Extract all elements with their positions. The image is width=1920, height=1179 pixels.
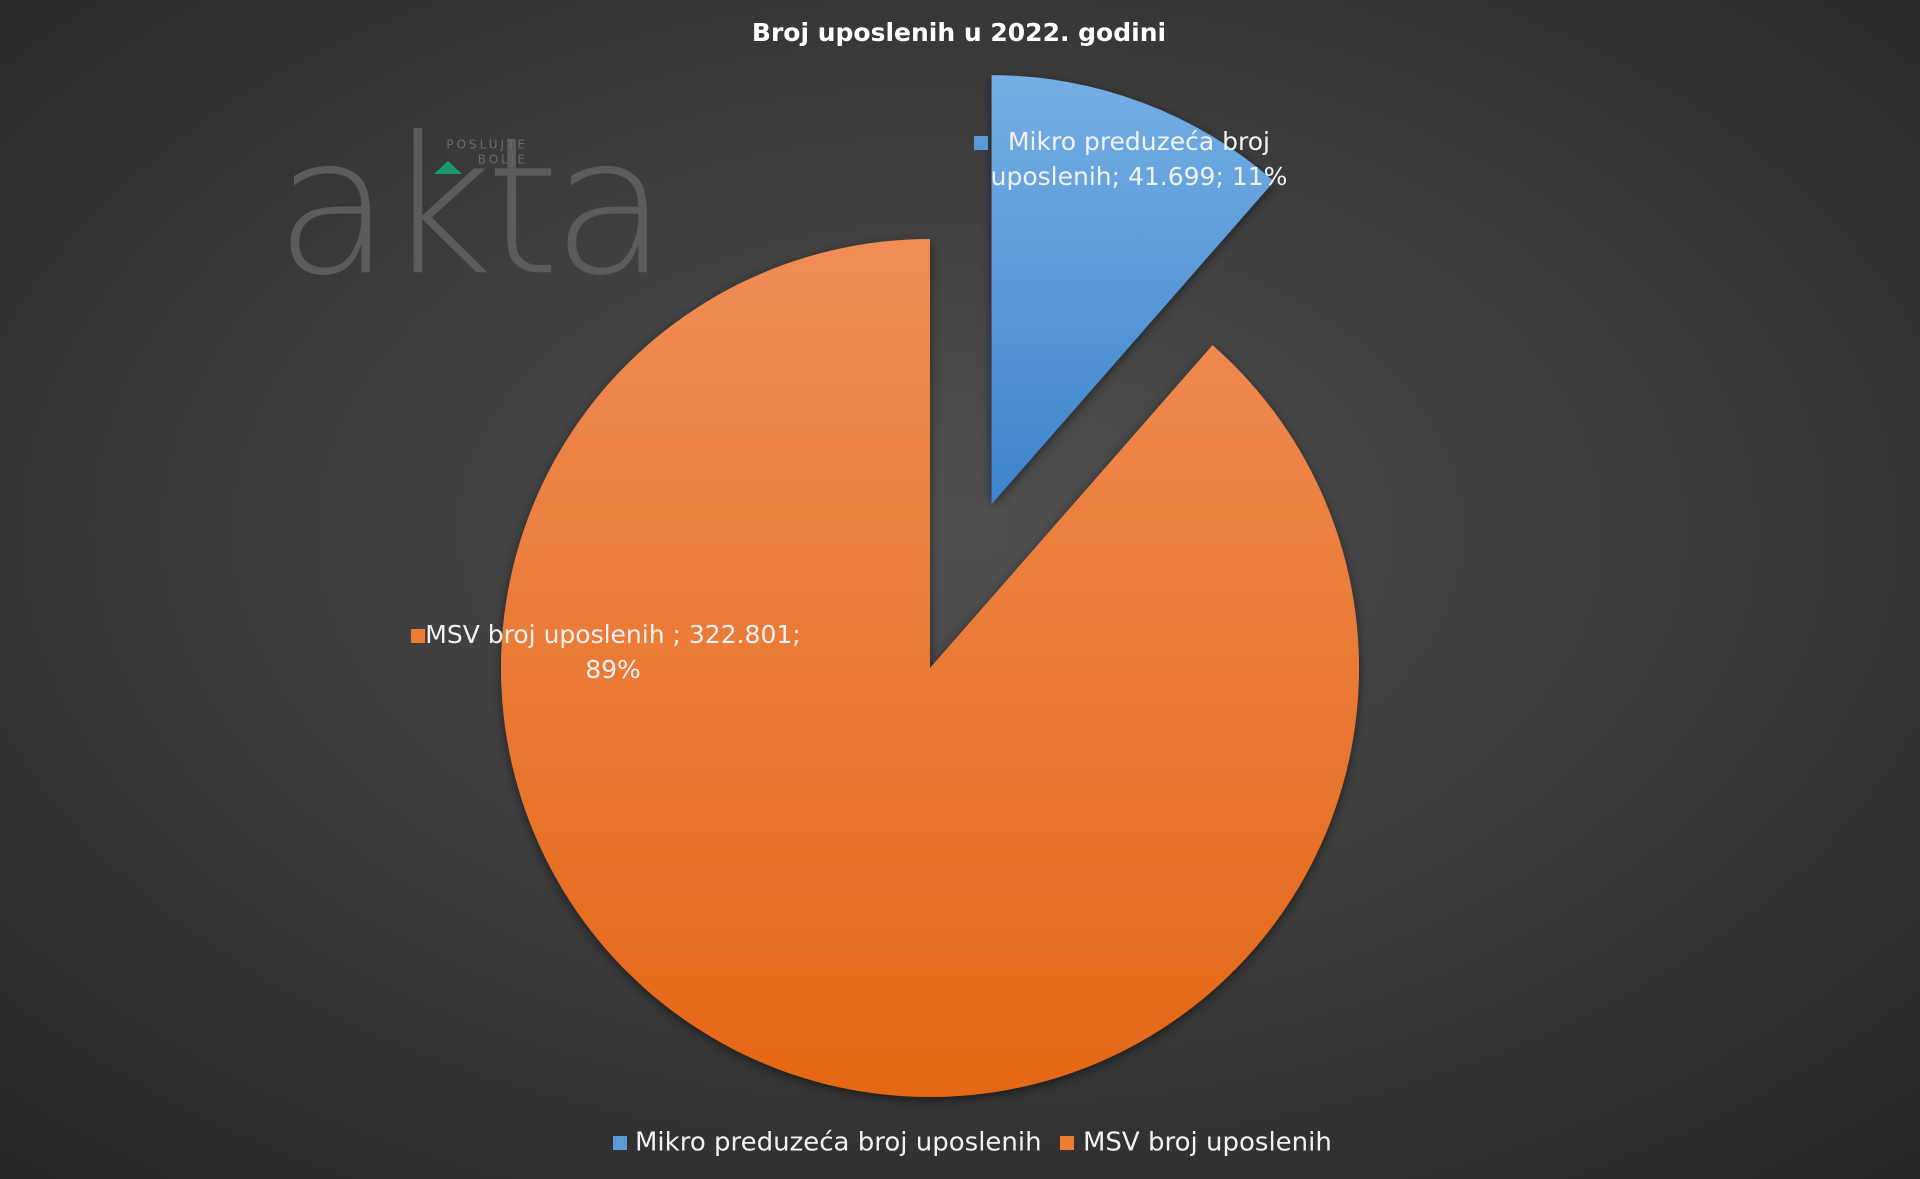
chart-title: Broj uposlenih u 2022. godini (752, 18, 1166, 47)
pie-slice (501, 239, 1359, 1097)
pie-slice (991, 75, 1275, 505)
data-label: Mikro preduzeća broj (1008, 127, 1270, 156)
legend-label: MSV broj uposlenih (1083, 1128, 1332, 1158)
data-label: MSV broj uposlenih ; 322.801; (425, 620, 800, 649)
watermark-tagline: BOLJE (478, 153, 528, 167)
data-label: uposlenih; 41.699; 11% (991, 162, 1288, 191)
legend-swatch (1060, 1136, 1074, 1150)
legend-label: Mikro preduzeća broj uposlenih (635, 1128, 1042, 1158)
label-swatch (974, 136, 988, 150)
legend-swatch (613, 1136, 627, 1150)
legend: Mikro preduzeća broj uposlenih MSV broj u… (613, 1128, 1332, 1158)
label-swatch (411, 629, 425, 643)
pie (501, 75, 1359, 1097)
watermark-logo: akta (275, 96, 660, 317)
data-label: 89% (585, 655, 641, 684)
watermark: akta POSLUJTE BOLJE (275, 96, 668, 317)
watermark-tagline: POSLUJTE (446, 138, 528, 152)
watermark-icon (434, 161, 462, 174)
data-labels: Mikro preduzeća broj uposlenih; 41.699; 1… (411, 127, 1287, 684)
